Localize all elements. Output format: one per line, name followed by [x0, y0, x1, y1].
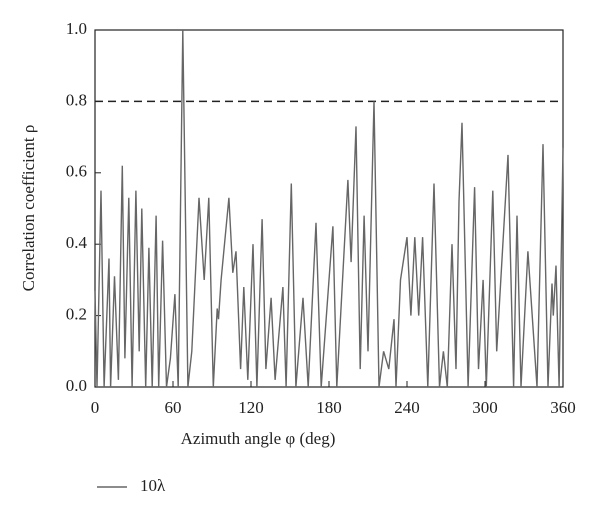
series-line [94, 29, 564, 388]
y-axis-label: Correlation coefficient ρ [19, 125, 38, 292]
x-axis-label: Azimuth angle φ (deg) [181, 429, 336, 448]
x-tick-label: 60 [165, 398, 182, 417]
x-tick-label: 180 [316, 398, 342, 417]
x-tick-label: 360 [550, 398, 576, 417]
x-tick-label: 240 [394, 398, 420, 417]
x-tick-label: 120 [238, 398, 264, 417]
y-tick-label: 0.0 [66, 376, 87, 395]
y-tick-label: 1.0 [66, 19, 87, 38]
y-tick-label: 0.6 [66, 162, 87, 181]
x-tick-label: 0 [91, 398, 100, 417]
legend-label: 10λ [140, 476, 166, 495]
y-tick-label: 0.4 [66, 233, 88, 252]
x-tick-label: 300 [472, 398, 498, 417]
y-tick-label: 0.8 [66, 90, 87, 109]
y-tick-label: 0.2 [66, 305, 87, 324]
